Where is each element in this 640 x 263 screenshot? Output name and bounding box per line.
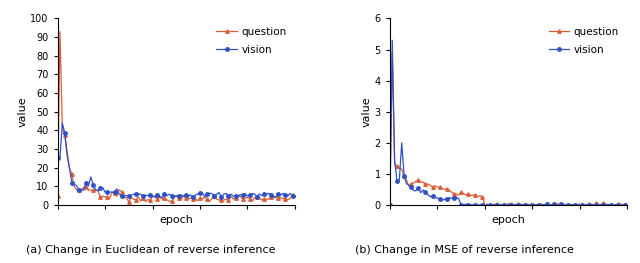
question <box>289 194 296 197</box>
question <box>54 194 61 197</box>
Line: question: question <box>388 51 627 207</box>
question <box>198 197 206 200</box>
question <box>573 204 581 207</box>
question <box>443 188 451 191</box>
vision <box>386 203 394 206</box>
Y-axis label: value: value <box>362 97 372 127</box>
question <box>180 194 188 197</box>
question <box>433 185 441 189</box>
Text: (a) Change in Euclidean of reverse inference: (a) Change in Euclidean of reverse infer… <box>26 245 275 255</box>
Line: question: question <box>56 30 294 204</box>
question <box>275 196 282 199</box>
Line: vision: vision <box>388 38 627 207</box>
Y-axis label: value: value <box>17 97 28 127</box>
vision <box>289 194 296 198</box>
vision <box>180 194 188 198</box>
question <box>388 51 396 54</box>
question <box>125 200 132 204</box>
question <box>282 197 289 200</box>
question <box>529 203 536 206</box>
vision <box>621 203 628 206</box>
X-axis label: epoch: epoch <box>159 215 193 225</box>
vision <box>101 190 109 194</box>
question <box>101 195 109 199</box>
question <box>111 192 118 195</box>
vision <box>54 157 61 160</box>
Text: (b) Change in MSE of reverse inference: (b) Change in MSE of reverse inference <box>355 245 573 255</box>
question <box>621 203 628 206</box>
vision <box>198 191 206 194</box>
vision <box>282 193 289 196</box>
vision <box>509 204 517 207</box>
vision <box>443 197 451 200</box>
question <box>509 204 517 207</box>
question <box>607 203 614 206</box>
question <box>386 203 394 206</box>
Legend: question, vision: question, vision <box>213 24 290 58</box>
vision <box>433 196 441 199</box>
vision <box>58 122 66 125</box>
vision <box>614 203 621 206</box>
question <box>614 203 621 206</box>
vision <box>275 192 282 195</box>
vision <box>111 190 118 194</box>
question <box>56 30 64 33</box>
vision <box>529 203 536 206</box>
Line: vision: vision <box>56 121 294 199</box>
Legend: question, vision: question, vision <box>545 24 622 58</box>
vision <box>158 196 166 199</box>
X-axis label: epoch: epoch <box>492 215 525 225</box>
vision <box>600 204 607 207</box>
vision <box>607 203 614 206</box>
vision <box>388 39 396 42</box>
